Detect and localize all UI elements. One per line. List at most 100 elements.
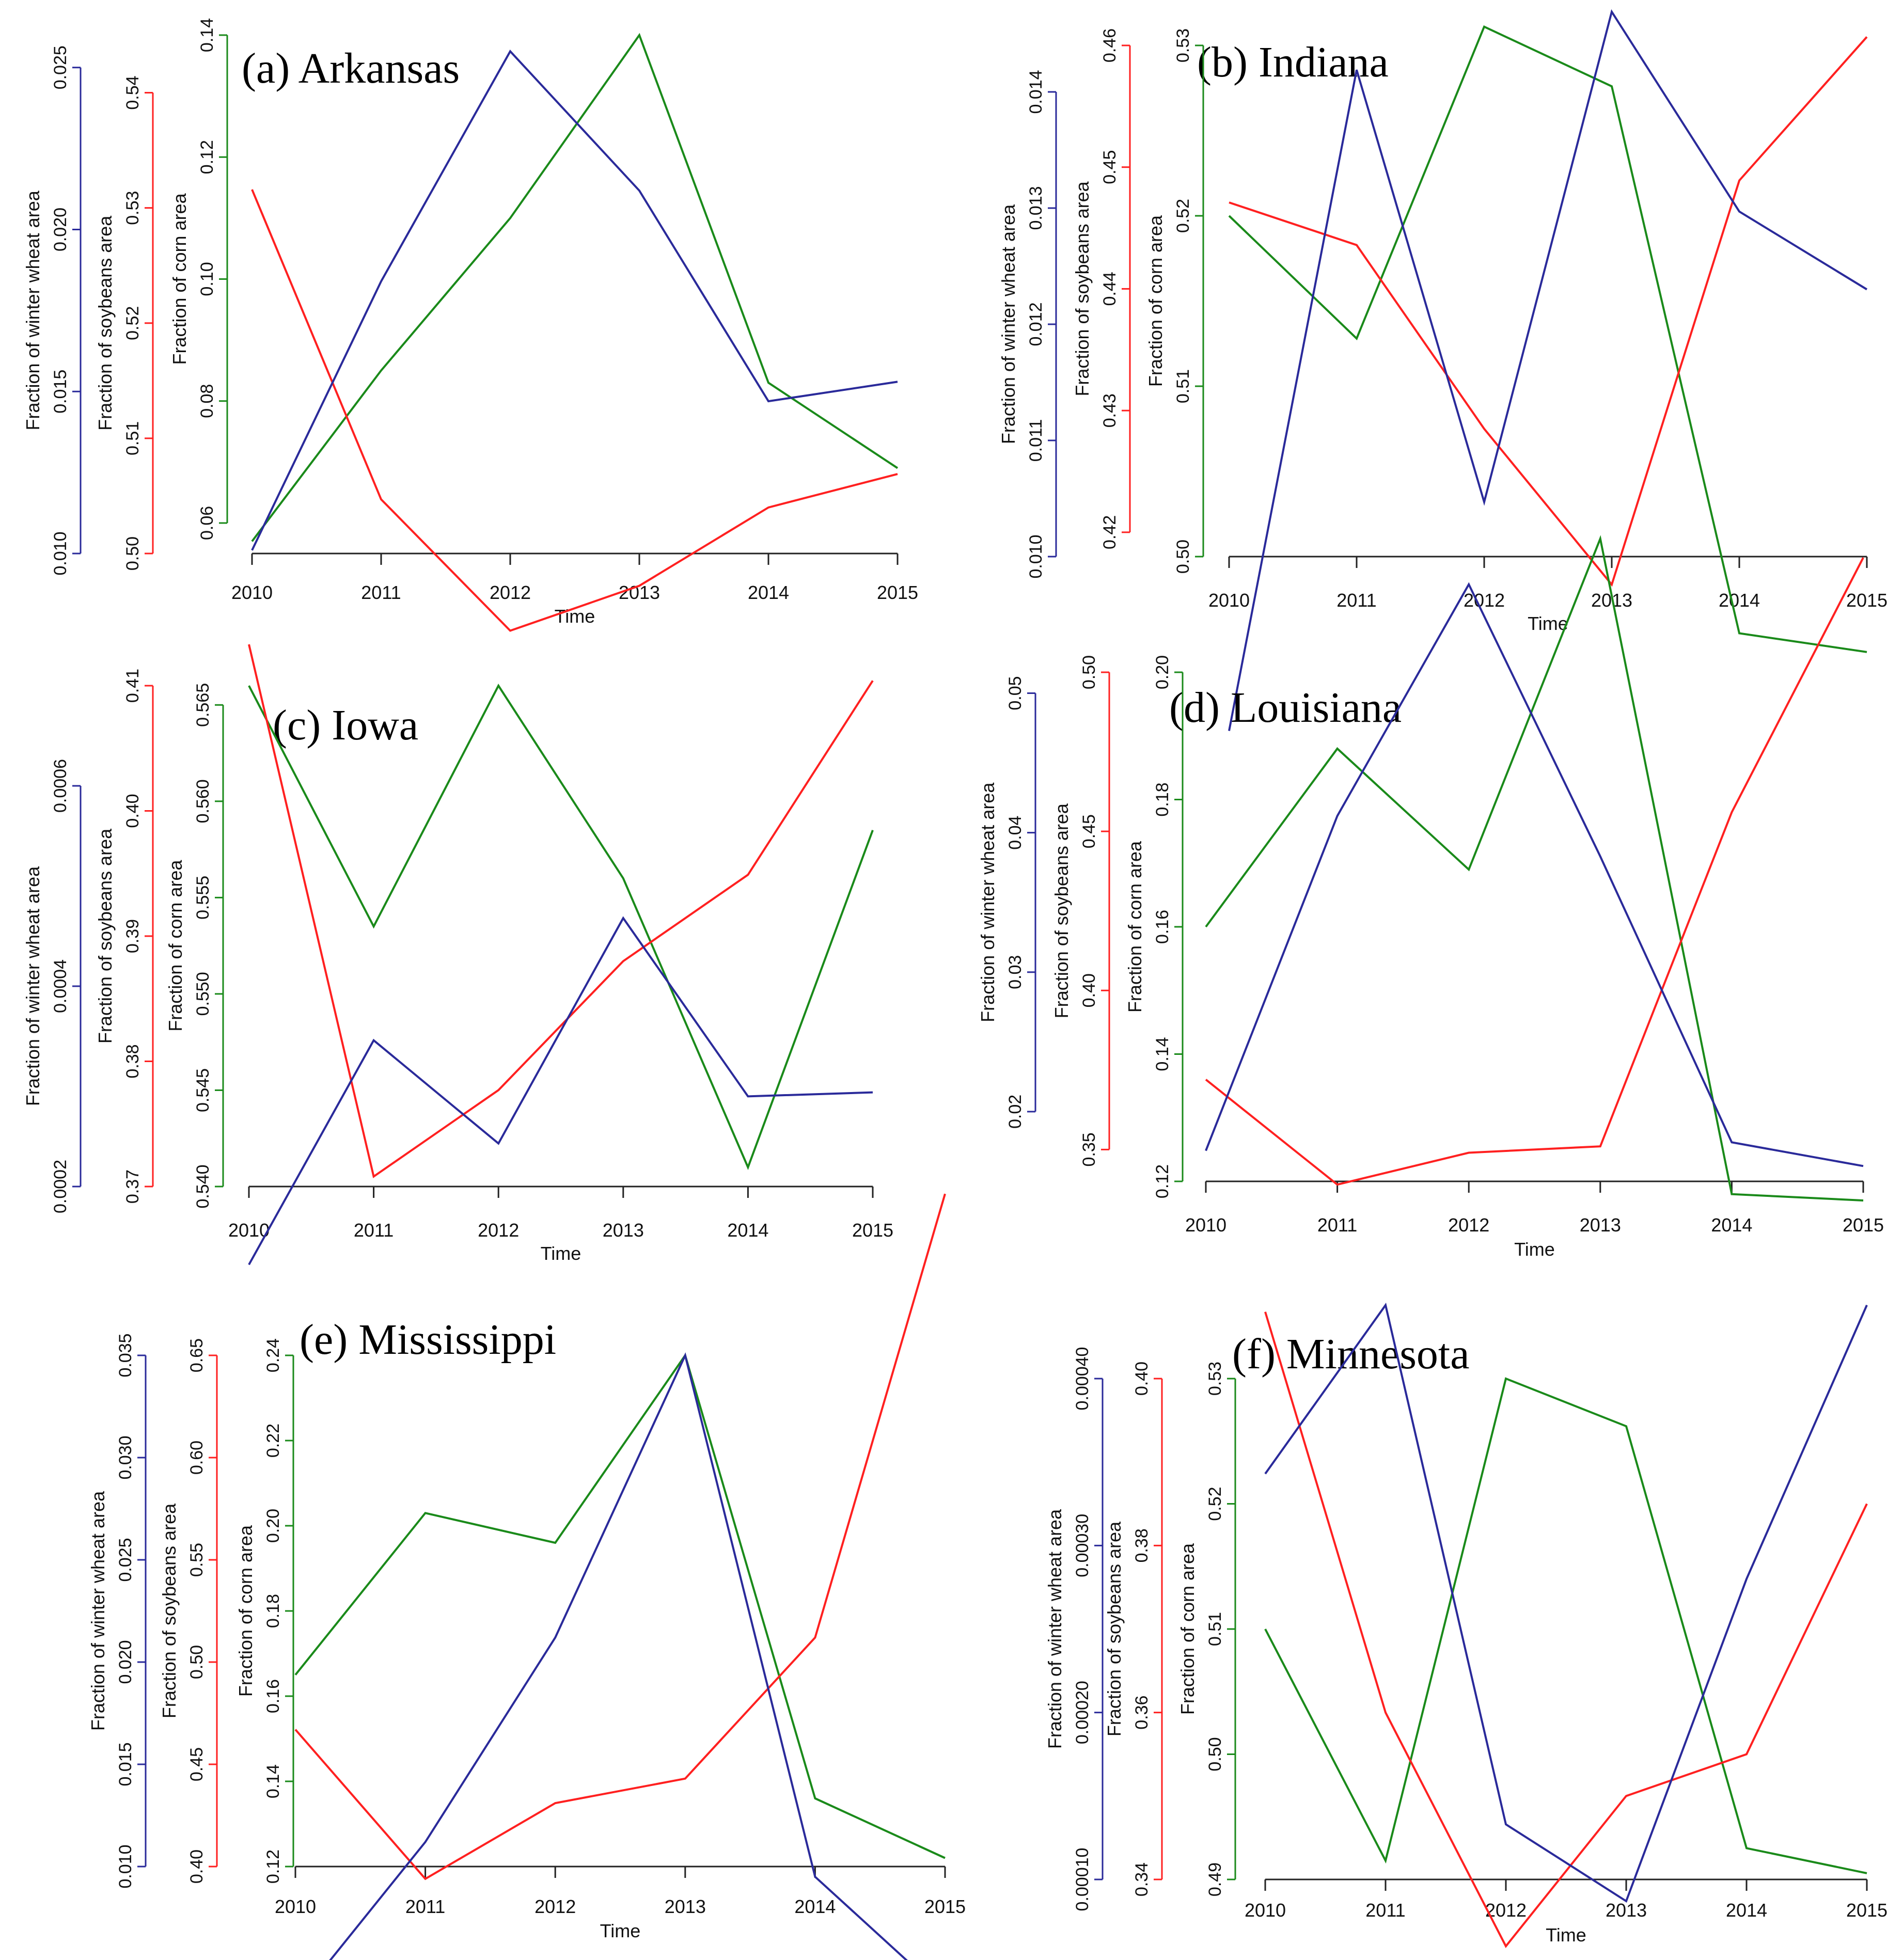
wheat-y-axis-title: Fraction of winter wheat area — [1044, 1509, 1065, 1749]
corn-y-axis-title: Fraction of corn area — [1177, 1543, 1198, 1715]
soybeans-y-tick-label: 0.42 — [1100, 515, 1120, 549]
corn-y-tick-label: 0.16 — [1153, 910, 1172, 944]
panel-title: (e) Mississippi — [300, 1316, 556, 1364]
corn-y-tick-label: 0.53 — [1205, 1362, 1225, 1396]
wheat-y-tick-label: 0.05 — [1005, 676, 1025, 710]
corn-y-tick-label: 0.14 — [197, 18, 217, 52]
soybeans-y-axis-title: Fraction of soybeans area — [1072, 181, 1093, 396]
corn-y-tick-label: 0.52 — [1173, 199, 1193, 233]
corn-series-line — [294, 1353, 946, 1859]
x-tick-label: 2011 — [1317, 1214, 1357, 1236]
x-tick-label: 2010 — [275, 1896, 316, 1917]
soybeans-y-axis-title: Fraction of soybeans area — [95, 828, 116, 1044]
panel-title: (b) Indiana — [1197, 38, 1389, 86]
wheat-series-line — [248, 916, 873, 1266]
soybeans-y-tick-label: 0.34 — [1132, 1862, 1152, 1896]
chart-panel-4: (d) Louisiana 2010 2011 2012 2013 2014 2015 Tim… — [977, 535, 1884, 1260]
soybeans-y-tick-label: 0.40 — [1079, 973, 1099, 1007]
chart-panel-3: (c) Iowa 2010 2011 2012 2013 2014 2015 Time 0.54… — [22, 644, 893, 1266]
soybeans-y-tick-label: 0.54 — [123, 75, 143, 109]
corn-y-tick-label: 0.52 — [1205, 1487, 1225, 1521]
x-tick-label: 2015 — [852, 1220, 893, 1241]
corn-y-axis-title: Fraction of corn area — [169, 193, 190, 365]
wheat-y-tick-label: 0.010 — [1026, 534, 1046, 578]
x-axis-title: Time — [541, 1243, 581, 1264]
x-tick-label: 2012 — [1464, 590, 1505, 611]
wheat-y-tick-label: 0.00030 — [1073, 1514, 1092, 1577]
wheat-y-tick-label: 0.0006 — [51, 759, 70, 813]
soybeans-y-tick-label: 0.55 — [187, 1543, 207, 1577]
x-tick-label: 2011 — [361, 582, 401, 603]
soybeans-y-axis-title: Fraction of soybeans area — [1104, 1521, 1125, 1736]
corn-y-axis-title: Fraction of corn area — [1145, 215, 1166, 387]
x-tick-label: 2010 — [231, 582, 273, 603]
soybeans-series-line — [251, 189, 898, 632]
corn-y-tick-label: 0.540 — [193, 1164, 213, 1208]
x-tick-label: 2013 — [665, 1896, 706, 1917]
x-tick-label: 2014 — [1726, 1900, 1767, 1921]
soybeans-y-tick-label: 0.37 — [123, 1169, 143, 1204]
corn-y-tick-label: 0.49 — [1205, 1862, 1225, 1896]
soybeans-y-tick-label: 0.65 — [187, 1338, 207, 1372]
soybeans-y-tick-label: 0.45 — [187, 1747, 207, 1781]
soybeans-y-tick-label: 0.40 — [1132, 1362, 1152, 1396]
wheat-y-tick-label: 0.030 — [116, 1435, 135, 1479]
wheat-series-line — [1228, 9, 1868, 731]
wheat-series-line — [1264, 1302, 1868, 1903]
x-tick-label: 2014 — [1719, 590, 1760, 611]
soybeans-y-tick-label: 0.39 — [123, 919, 143, 953]
corn-y-tick-label: 0.12 — [1153, 1164, 1172, 1198]
x-axis-title: Time — [1514, 1239, 1555, 1260]
soybeans-y-axis-title: Fraction of soybeans area — [159, 1503, 180, 1718]
x-tick-label: 2015 — [1846, 1900, 1888, 1921]
x-tick-label: 2015 — [877, 582, 918, 603]
corn-y-tick-label: 0.18 — [263, 1594, 283, 1628]
soybeans-y-tick-label: 0.45 — [1100, 150, 1120, 184]
soybeans-y-axis-title: Fraction of soybeans area — [1051, 803, 1072, 1018]
corn-series-line — [1228, 25, 1867, 653]
wheat-y-axis-title: Fraction of winter wheat area — [22, 190, 43, 430]
wheat-series-line — [251, 50, 898, 551]
corn-y-tick-label: 0.53 — [1173, 28, 1193, 62]
soybeans-series-line — [1264, 1311, 1868, 1948]
soybeans-y-tick-label: 0.40 — [123, 794, 143, 828]
wheat-y-tick-label: 0.015 — [51, 370, 70, 414]
wheat-y-tick-label: 0.03 — [1005, 955, 1025, 989]
corn-y-tick-label: 0.550 — [193, 972, 213, 1016]
wheat-y-tick-label: 0.011 — [1026, 419, 1046, 462]
x-tick-label: 2014 — [727, 1220, 768, 1241]
wheat-y-tick-label: 0.025 — [116, 1538, 135, 1582]
x-tick-label: 2010 — [1185, 1214, 1226, 1236]
corn-y-tick-label: 0.12 — [263, 1850, 283, 1884]
x-tick-label: 2011 — [1365, 1900, 1405, 1921]
corn-y-tick-label: 0.10 — [197, 262, 217, 296]
wheat-y-tick-label: 0.015 — [116, 1742, 135, 1786]
x-tick-label: 2013 — [1606, 1900, 1647, 1921]
x-tick-label: 2010 — [228, 1220, 270, 1241]
wheat-y-axis-title: Fraction of winter wheat area — [22, 866, 43, 1106]
wheat-y-tick-label: 0.014 — [1026, 70, 1046, 114]
x-tick-label: 2012 — [478, 1220, 519, 1241]
soybeans-y-tick-label: 0.35 — [1079, 1132, 1099, 1166]
wheat-y-tick-label: 0.0002 — [51, 1160, 70, 1213]
wheat-y-tick-label: 0.04 — [1005, 816, 1025, 850]
wheat-y-tick-label: 0.010 — [116, 1844, 135, 1888]
soybeans-series-line — [1205, 557, 1864, 1186]
soybeans-series-line — [1229, 36, 1868, 587]
soybeans-y-tick-label: 0.41 — [123, 669, 143, 703]
corn-y-tick-label: 0.20 — [1153, 655, 1172, 689]
soybeans-y-tick-label: 0.60 — [187, 1441, 207, 1475]
wheat-y-tick-label: 0.025 — [51, 45, 70, 89]
x-tick-label: 2012 — [490, 582, 531, 603]
x-axis-title: Time — [600, 1920, 641, 1941]
corn-y-tick-label: 0.565 — [193, 683, 213, 727]
soybeans-y-tick-label: 0.38 — [1132, 1528, 1152, 1562]
x-tick-label: 2013 — [1580, 1214, 1621, 1236]
corn-y-tick-label: 0.22 — [263, 1424, 283, 1458]
corn-y-tick-label: 0.08 — [197, 384, 217, 418]
corn-series-line — [1205, 535, 1864, 1202]
corn-series-line — [1264, 1377, 1867, 1874]
